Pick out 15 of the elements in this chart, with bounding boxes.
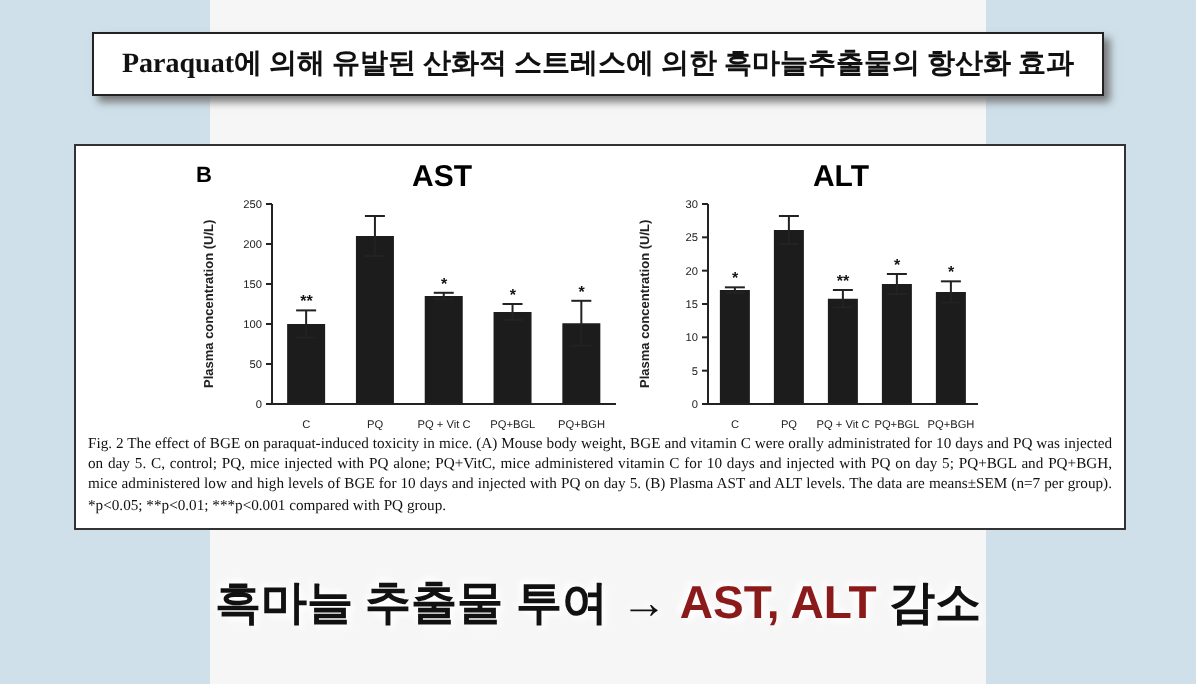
annotation: ** xyxy=(836,272,851,290)
chart-title: AST xyxy=(412,160,472,194)
annotation: ** xyxy=(300,292,315,311)
chart-title: ALT xyxy=(810,160,872,194)
annotation: * xyxy=(509,286,518,304)
annotation: * xyxy=(947,263,956,282)
annotation: * xyxy=(893,256,902,274)
text: AST, ALT xyxy=(679,576,877,628)
text: 흑마늘 추출물 투여 → xyxy=(214,576,667,628)
annotation: * xyxy=(440,274,449,293)
text: B xyxy=(196,164,212,188)
annotation: * xyxy=(578,282,587,301)
text: Paraquat에 의해 유발된 산화적 스트레스에 의한 흑마늘추출물의 항산화 효과 xyxy=(92,32,1104,96)
annotation: * xyxy=(731,269,740,288)
text: 감소 xyxy=(889,576,982,628)
